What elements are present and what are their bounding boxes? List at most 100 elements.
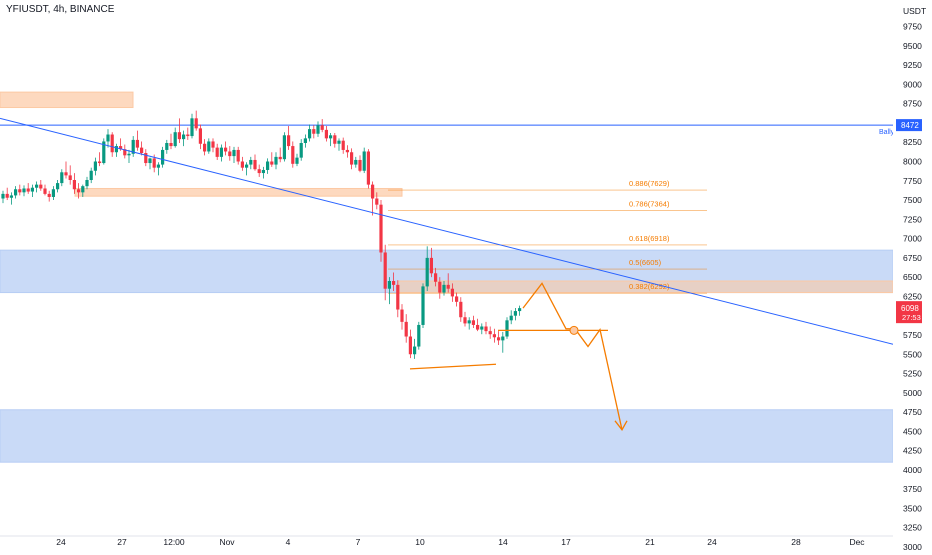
candle-body[interactable] <box>26 188 30 192</box>
candle-body[interactable] <box>85 180 89 187</box>
candle-body[interactable] <box>295 157 299 164</box>
candle-body[interactable] <box>354 159 358 165</box>
candle-body[interactable] <box>455 296 459 302</box>
candle-body[interactable] <box>98 161 102 164</box>
candle-body[interactable] <box>43 188 47 194</box>
candle-body[interactable] <box>1 193 5 199</box>
candle-body[interactable] <box>22 188 26 193</box>
candle-body[interactable] <box>446 284 450 289</box>
double-bottom-line[interactable] <box>409 363 497 370</box>
candle-body[interactable] <box>211 141 215 148</box>
candle-body[interactable] <box>387 281 391 289</box>
candle-body[interactable] <box>68 175 72 181</box>
candle-body[interactable] <box>152 158 156 168</box>
candle-body[interactable] <box>253 159 257 170</box>
candle-body[interactable] <box>207 141 211 152</box>
candle-body[interactable] <box>417 324 421 347</box>
candle-body[interactable] <box>182 134 186 140</box>
candle-body[interactable] <box>400 309 404 322</box>
candle-body[interactable] <box>308 129 312 139</box>
candle-body[interactable] <box>56 183 60 190</box>
candle-body[interactable] <box>480 326 484 330</box>
candle-body[interactable] <box>198 128 202 144</box>
candle-body[interactable] <box>5 193 9 198</box>
candle-body[interactable] <box>303 138 307 143</box>
candle-body[interactable] <box>488 331 492 335</box>
candle-body[interactable] <box>287 135 291 147</box>
candle-body[interactable] <box>362 151 366 171</box>
candle-body[interactable] <box>245 164 249 168</box>
candle-body[interactable] <box>236 149 240 162</box>
candle-body[interactable] <box>119 146 123 150</box>
candle-body[interactable] <box>144 153 148 164</box>
candle-body[interactable] <box>173 132 177 147</box>
candle-body[interactable] <box>190 118 194 137</box>
candle-body[interactable] <box>102 141 106 164</box>
candle-body[interactable] <box>383 252 387 289</box>
candle-body[interactable] <box>106 134 110 142</box>
candle-body[interactable] <box>320 125 324 130</box>
candle-body[interactable] <box>81 186 85 193</box>
candle-body[interactable] <box>156 164 160 168</box>
candle-body[interactable] <box>429 257 433 274</box>
candle-body[interactable] <box>60 172 64 184</box>
candle-body[interactable] <box>47 193 51 197</box>
candle-body[interactable] <box>350 152 354 165</box>
candle-body[interactable] <box>497 337 501 341</box>
candle-body[interactable] <box>161 149 165 165</box>
candle-body[interactable] <box>459 301 463 318</box>
candle-body[interactable] <box>329 135 333 139</box>
candle-body[interactable] <box>93 161 97 171</box>
candle-body[interactable] <box>110 134 114 153</box>
candle-body[interactable] <box>291 146 295 164</box>
candle-body[interactable] <box>282 135 286 160</box>
candle-body[interactable] <box>72 180 76 190</box>
candle-body[interactable] <box>333 135 337 144</box>
candle-body[interactable] <box>135 139 139 148</box>
candle-body[interactable] <box>140 147 144 154</box>
candle-body[interactable] <box>505 320 509 337</box>
candle-body[interactable] <box>442 284 446 293</box>
candle-body[interactable] <box>249 159 253 165</box>
candle-body[interactable] <box>35 184 39 188</box>
candle-body[interactable] <box>165 142 169 150</box>
candle-body[interactable] <box>123 149 127 156</box>
candle-body[interactable] <box>421 286 425 325</box>
candle-body[interactable] <box>18 189 22 193</box>
candle-body[interactable] <box>476 324 480 330</box>
candle-body[interactable] <box>408 336 412 355</box>
candle-body[interactable] <box>366 151 370 185</box>
candle-body[interactable] <box>396 284 400 310</box>
candle-body[interactable] <box>434 273 438 282</box>
candle-body[interactable] <box>177 132 181 140</box>
candle-body[interactable] <box>379 204 383 253</box>
candle-body[interactable] <box>215 147 219 157</box>
candle-body[interactable] <box>114 146 118 153</box>
candle-body[interactable] <box>64 172 68 176</box>
candle-body[interactable] <box>203 143 207 152</box>
candle-body[interactable] <box>324 129 328 139</box>
candle-body[interactable] <box>518 308 522 312</box>
candle-body[interactable] <box>312 129 316 134</box>
candle-body[interactable] <box>337 140 341 144</box>
candle-body[interactable] <box>484 326 488 332</box>
candle-body[interactable] <box>89 170 93 181</box>
candle-body[interactable] <box>148 158 152 164</box>
candle-body[interactable] <box>425 257 429 287</box>
candle-body[interactable] <box>371 184 375 199</box>
candle-body[interactable] <box>509 315 513 321</box>
candle-body[interactable] <box>375 198 379 205</box>
candle-body[interactable] <box>30 187 34 192</box>
candle-body[interactable] <box>194 118 198 129</box>
candle-body[interactable] <box>9 195 13 198</box>
candle-body[interactable] <box>39 184 43 189</box>
candle-body[interactable] <box>232 149 236 157</box>
candle-body[interactable] <box>392 281 396 285</box>
candle-body[interactable] <box>345 149 349 153</box>
candle-body[interactable] <box>127 153 131 156</box>
candle-body[interactable] <box>467 320 471 324</box>
candle-body[interactable] <box>438 281 442 293</box>
candle-body[interactable] <box>77 189 81 193</box>
